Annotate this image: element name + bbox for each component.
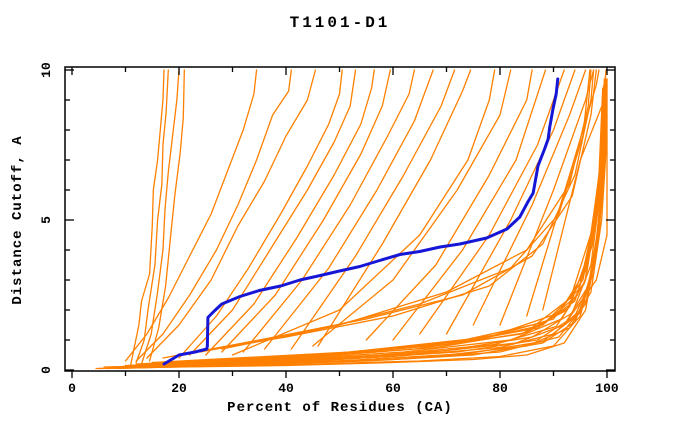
model-curve bbox=[231, 69, 496, 356]
model-curve bbox=[205, 69, 375, 356]
y-tick-label: 5 bbox=[39, 216, 54, 224]
model-curve bbox=[148, 69, 186, 362]
model-curve bbox=[472, 69, 587, 326]
model-curve bbox=[317, 69, 472, 347]
model-curve bbox=[140, 69, 180, 365]
model-curve bbox=[135, 69, 169, 364]
model-curve bbox=[162, 69, 597, 359]
x-tick-label: 100 bbox=[595, 381, 619, 396]
model-curve bbox=[312, 69, 512, 347]
x-tick-label: 40 bbox=[278, 381, 294, 396]
model-curve bbox=[189, 69, 357, 356]
highlighted-model-curve bbox=[162, 77, 560, 366]
model-curve bbox=[242, 69, 416, 353]
y-tick-label: 10 bbox=[39, 62, 54, 78]
model-curve bbox=[178, 69, 343, 359]
model-curve bbox=[221, 69, 391, 353]
model-curve bbox=[445, 69, 576, 335]
model-curve bbox=[263, 69, 434, 350]
x-tick-label: 0 bbox=[68, 381, 76, 396]
chart-title: T1101-D1 bbox=[289, 14, 391, 32]
model-curve bbox=[114, 99, 605, 368]
model-curve bbox=[392, 69, 547, 341]
model-curve bbox=[290, 69, 456, 350]
x-tick-label: 80 bbox=[492, 381, 508, 396]
x-tick-label: 20 bbox=[171, 381, 187, 396]
model-curve bbox=[124, 69, 258, 362]
model-curve bbox=[365, 69, 533, 341]
y-tick-label: 0 bbox=[39, 366, 54, 374]
model-curve bbox=[135, 69, 293, 362]
x-axis-label: Percent of Residues (CA) bbox=[227, 400, 453, 416]
model-curve bbox=[151, 87, 604, 364]
model-curve bbox=[130, 69, 165, 365]
model-curve bbox=[111, 84, 608, 369]
model-curve bbox=[143, 75, 607, 366]
model-curve bbox=[146, 69, 317, 359]
x-tick-label: 60 bbox=[385, 381, 401, 396]
model-curve bbox=[419, 69, 565, 335]
model-curve bbox=[130, 84, 605, 367]
model-curve bbox=[221, 69, 592, 350]
model-curve bbox=[122, 99, 608, 368]
